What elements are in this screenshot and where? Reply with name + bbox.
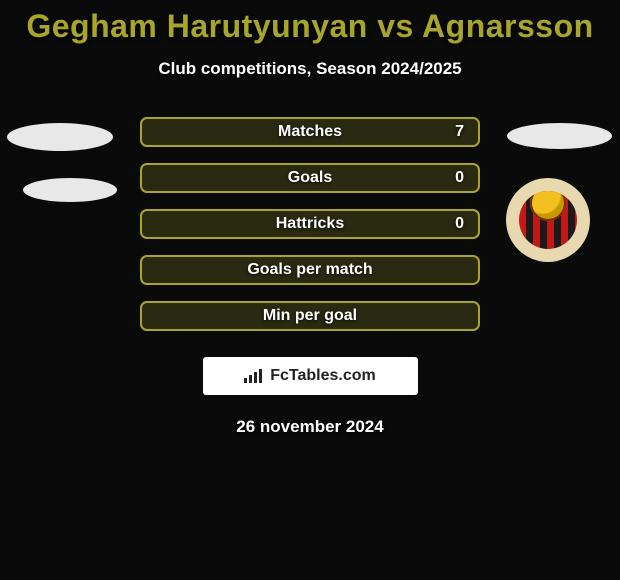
stat-value: 7: [455, 123, 464, 141]
club-crest-stripes: [519, 191, 577, 249]
credit-badge: FcTables.com: [203, 357, 418, 395]
stat-label: Goals per match: [247, 261, 372, 279]
bar-chart-icon: [244, 369, 264, 383]
page-title: Gegham Harutyunyan vs Agnarsson: [0, 8, 620, 45]
right-player-placeholder-1: [507, 123, 612, 149]
stat-label: Goals: [288, 169, 332, 187]
stat-value: 0: [455, 169, 464, 187]
stat-label: Hattricks: [276, 215, 344, 233]
left-player-placeholder-1: [7, 123, 113, 151]
stat-value: 0: [455, 215, 464, 233]
stat-row-min-per-goal: Min per goal: [140, 301, 480, 331]
stat-row-hattricks: Hattricks 0: [140, 209, 480, 239]
stats-list: Matches 7 Goals 0 Hattricks 0 Goals per …: [140, 117, 480, 331]
credit-text: FcTables.com: [270, 367, 376, 385]
stat-label: Matches: [278, 123, 342, 141]
club-crest: [506, 178, 590, 262]
club-crest-ball-icon: [530, 191, 566, 221]
comparison-infographic: Gegham Harutyunyan vs Agnarsson Club com…: [0, 0, 620, 437]
page-subtitle: Club competitions, Season 2024/2025: [0, 59, 620, 79]
stat-row-goals-per-match: Goals per match: [140, 255, 480, 285]
date-label: 26 november 2024: [0, 417, 620, 437]
stat-row-matches: Matches 7: [140, 117, 480, 147]
stat-label: Min per goal: [263, 307, 357, 325]
left-player-placeholder-2: [23, 178, 117, 202]
stat-row-goals: Goals 0: [140, 163, 480, 193]
